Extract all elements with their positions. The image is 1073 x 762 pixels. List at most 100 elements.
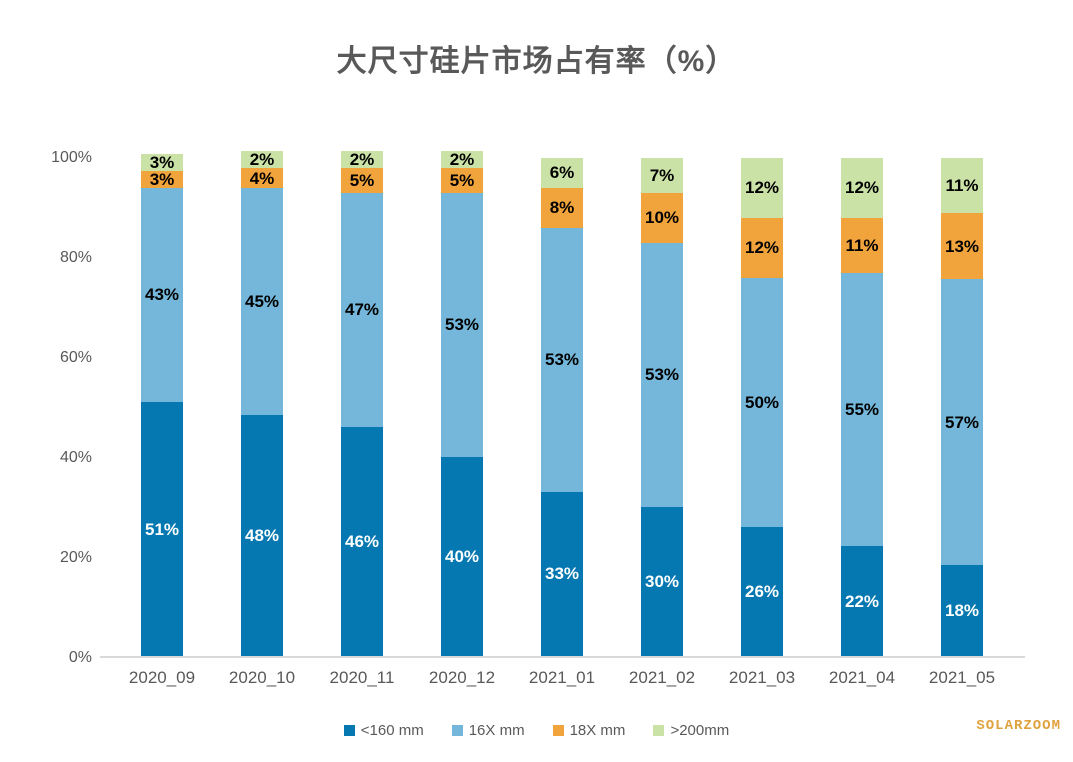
bar-segment-label: 11% bbox=[945, 176, 979, 196]
bar-segment: 8% bbox=[541, 187, 583, 228]
bar-column-2021_05: 18% 57% 13% 11% bbox=[941, 158, 983, 656]
bar-segment-label: 43% bbox=[144, 285, 180, 305]
bar-segment-label: 57% bbox=[944, 412, 980, 432]
bar-segment: 33% bbox=[541, 491, 583, 656]
bar-segment: 3% bbox=[141, 169, 183, 189]
bar-column-2021_03: 26% 50% 12% 12% bbox=[741, 158, 783, 656]
bar-segment-label: 12% bbox=[744, 178, 780, 198]
legend-label: 16X mm bbox=[468, 722, 525, 739]
bar-segment: 2% bbox=[441, 149, 483, 169]
bar-column-2021_04: 22% 55% 11% 12% bbox=[841, 158, 883, 656]
bar-column-2021_01: 33% 53% 8% 6% bbox=[541, 158, 583, 656]
legend-swatch-icon bbox=[653, 725, 665, 736]
bar-segment-label: 26% bbox=[744, 581, 780, 601]
bar-segment-label: 6% bbox=[549, 163, 575, 183]
bar-segment-label: 10% bbox=[644, 208, 680, 228]
bar-segment: 11% bbox=[841, 217, 883, 273]
bar-segment: 13% bbox=[941, 213, 983, 279]
bar-segment: 26% bbox=[741, 526, 783, 656]
bar-segment: 18% bbox=[941, 565, 983, 656]
legend-swatch-icon bbox=[451, 725, 463, 736]
bar-segment: 11% bbox=[941, 158, 983, 214]
bar-segment: 48% bbox=[241, 414, 283, 656]
legend-label: >200mm bbox=[670, 722, 730, 739]
bar-segment-label: 53% bbox=[444, 315, 480, 335]
bar-segment: 5% bbox=[341, 167, 383, 193]
x-axis-label-2021_04: 2021_04 bbox=[828, 668, 896, 687]
bar-segment: 45% bbox=[241, 188, 283, 415]
bar-segment-label: 46% bbox=[344, 531, 380, 551]
bar-column-2021_02: 30% 53% 10% 7% bbox=[641, 158, 683, 656]
chart-area: 51% 43% 3% 3% 48% 45% 4% 2% 46% 47% 5% 2% 40% 53% 5% 2%… bbox=[100, 150, 1025, 658]
bar-segment: 3% bbox=[141, 153, 183, 171]
bar-segment: 50% bbox=[741, 277, 783, 527]
bar-segment: 57% bbox=[941, 278, 983, 566]
legend-swatch-icon bbox=[343, 725, 355, 736]
bar-segment-label: 4% bbox=[249, 168, 275, 188]
bar-column-2020_11: 46% 47% 5% 2% bbox=[341, 150, 383, 656]
x-axis-label-2021_05: 2021_05 bbox=[928, 668, 996, 687]
bar-segment-label: 48% bbox=[244, 525, 280, 545]
bar-segment-label: 47% bbox=[344, 300, 380, 320]
x-axis-label-2020_09: 2020_09 bbox=[128, 668, 196, 687]
x-axis-label-2021_03: 2021_03 bbox=[728, 668, 796, 687]
bar-segment: 40% bbox=[441, 456, 483, 656]
bar-segment: 12% bbox=[741, 217, 783, 278]
legend-item: 16X mm bbox=[451, 722, 525, 739]
y-axis-tick-label: 40% bbox=[59, 449, 92, 466]
bar-segment-label: 13% bbox=[944, 236, 980, 256]
legend-swatch-icon bbox=[552, 725, 564, 736]
bar-segment-label: 5% bbox=[449, 170, 475, 190]
bar-segment: 53% bbox=[441, 192, 483, 457]
bar-segment-label: 51% bbox=[144, 519, 180, 539]
bar-segment: 47% bbox=[341, 192, 383, 427]
bar-segment-label: 53% bbox=[544, 350, 580, 370]
bar-segment-label: 55% bbox=[844, 400, 880, 419]
bar-segment-label: 7% bbox=[649, 165, 675, 185]
bar-segment-label: 3% bbox=[149, 169, 175, 189]
bar-segment: 53% bbox=[641, 242, 683, 507]
chart-title: 大尺寸硅片市场占有率（%） bbox=[336, 45, 737, 78]
y-axis-tick-label: 100% bbox=[51, 149, 92, 166]
bar-segment-label: 2% bbox=[449, 149, 475, 169]
bar-segment-label: 33% bbox=[544, 564, 580, 584]
bar-segment: 53% bbox=[541, 227, 583, 492]
bar-segment: 12% bbox=[741, 158, 783, 218]
bar-segment-label: 45% bbox=[244, 291, 280, 311]
legend-item: 18X mm bbox=[552, 722, 626, 739]
bar-segment: 7% bbox=[641, 158, 683, 193]
bar-segment: 12% bbox=[841, 158, 883, 218]
bar-segment: 51% bbox=[141, 402, 183, 656]
bar-column-2020_10: 48% 45% 4% 2% bbox=[241, 151, 283, 656]
bar-segment: 4% bbox=[241, 168, 283, 189]
bar-segment-label: 12% bbox=[844, 178, 880, 198]
bar-segment-label: 22% bbox=[844, 591, 880, 611]
bar-segment-label: 8% bbox=[549, 198, 575, 218]
bar-segment-label: 50% bbox=[744, 392, 780, 412]
bar-segment: 46% bbox=[341, 426, 383, 656]
bar-segment-label: 53% bbox=[644, 365, 680, 385]
bar-segment-label: 11% bbox=[845, 235, 879, 255]
bar-segment: 30% bbox=[641, 506, 683, 656]
x-axis-label-2021_01: 2021_01 bbox=[528, 668, 596, 687]
bar-segment: 55% bbox=[841, 272, 883, 547]
legend-label: <160 mm bbox=[360, 722, 424, 739]
y-axis-tick-label: 20% bbox=[59, 549, 92, 566]
legend-item: >200mm bbox=[653, 722, 729, 739]
x-axis-label-2020_11: 2020_11 bbox=[329, 668, 395, 687]
bar-segment: 2% bbox=[241, 151, 283, 169]
bar-column-2020_09: 51% 43% 3% 3% bbox=[141, 153, 183, 656]
x-axis-label-2020_12: 2020_12 bbox=[428, 668, 496, 687]
bar-segment-label: 2% bbox=[349, 149, 375, 169]
bar-segment: 2% bbox=[341, 149, 383, 169]
bar-segment: 6% bbox=[541, 158, 583, 188]
y-axis-tick-label: 0% bbox=[68, 649, 92, 666]
bar-segment: 43% bbox=[141, 187, 183, 403]
legend-item: <160 mm bbox=[343, 722, 424, 739]
legend-label: 18X mm bbox=[569, 722, 626, 739]
bar-segment: 5% bbox=[441, 167, 483, 193]
bar-column-2020_12: 40% 53% 5% 2% bbox=[441, 150, 483, 656]
legend: <160 mm 16X mm 18X mm >200mm bbox=[0, 722, 1073, 739]
